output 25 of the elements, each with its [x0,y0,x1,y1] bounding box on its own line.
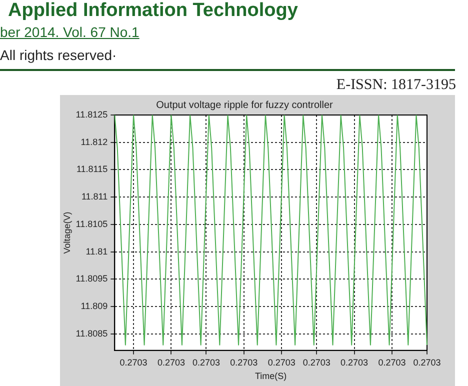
y-tick-label: 11.8085 [76,328,108,338]
y-tick-label: 11.81 [86,246,108,256]
x-tick-label: 0.2703 [302,357,330,368]
x-tick-label: 0.2703 [378,357,406,368]
x-tick-label: 0.2703 [157,357,185,368]
y-tick-label: 11.809 [80,301,108,312]
text: All rights reserved· [0,47,117,63]
chart-title: Output voltage ripple for fuzzy controller [156,100,334,111]
y-tick-label: 11.811 [81,192,108,202]
y-tick-label: 11.8105 [76,218,108,229]
x-tick-label: 0.2703 [120,357,148,368]
text: E-ISSN: 1817-3195 [336,77,456,94]
y-axis-title: Voltage(V) [62,212,72,254]
text: ber 2014. Vol. 67 No.1 [0,24,140,40]
text: Applied Information Technology [8,0,298,22]
y-tick-label: 11.812 [80,136,108,147]
y-tick-label: 11.8115 [76,164,108,174]
x-tick-label: 0.2703 [413,357,441,368]
x-axis-title: Time(S) [254,371,287,382]
y-tick-label: 11.8125 [76,109,108,120]
x-tick-label: 0.2703 [268,357,296,368]
x-tick-label: 0.2703 [192,357,220,368]
x-tick-label: 0.2703 [230,357,258,368]
x-tick-label: 0.2703 [340,357,368,368]
y-tick-label: 11.8095 [76,274,108,284]
